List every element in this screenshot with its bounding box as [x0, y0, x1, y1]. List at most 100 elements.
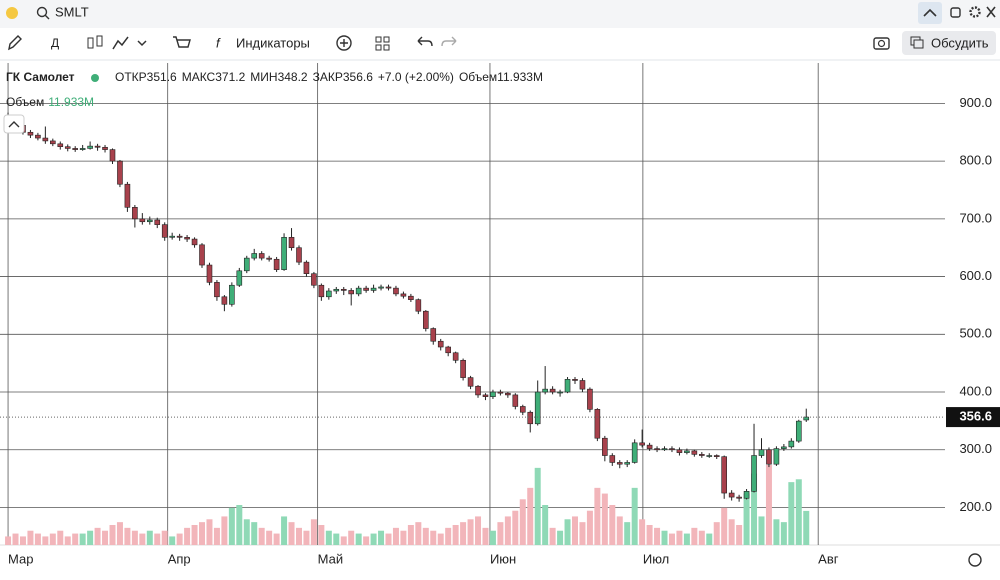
volume-bar [378, 530, 385, 545]
volume-bar [437, 533, 444, 545]
y-tick-label: 200.0 [959, 499, 992, 514]
x-tick-label: Июл [643, 551, 669, 566]
candle-body [57, 143, 64, 148]
candle-body [415, 299, 422, 312]
collapse-icon [923, 8, 937, 17]
candle-body [758, 449, 765, 456]
y-tick-label: 900.0 [959, 95, 992, 110]
volume-label: Объем [459, 70, 497, 84]
volume-bar [273, 533, 280, 545]
line-icon[interactable] [112, 36, 129, 50]
draw-icon[interactable] [8, 35, 22, 51]
close-icon[interactable] [986, 6, 996, 18]
candle-body [139, 218, 146, 223]
collapse-button[interactable] [918, 2, 942, 24]
candle-body [445, 346, 451, 354]
candle-body [161, 224, 168, 238]
candle-body [258, 253, 265, 259]
volume-bar [616, 516, 623, 545]
x-tick-label: Авг [818, 551, 839, 566]
candle-icon[interactable] [87, 37, 94, 49]
add-icon[interactable] [336, 35, 352, 51]
candle-body [318, 284, 325, 298]
indicators-button[interactable]: Индикаторы [236, 35, 310, 50]
dropdown-icon[interactable] [137, 40, 147, 47]
candle-body [400, 293, 407, 297]
candle-body [728, 492, 735, 498]
snapshot-icon[interactable] [873, 37, 890, 50]
y-tick-label: 800.0 [959, 153, 992, 168]
candle-body [490, 391, 496, 397]
redo-icon[interactable] [441, 36, 457, 47]
live-dot [91, 74, 99, 82]
volume-bar [773, 519, 780, 545]
y-tick-label: 700.0 [959, 210, 992, 225]
interval[interactable]: Д [51, 36, 59, 50]
candle-body [35, 134, 41, 139]
candle-body [243, 257, 250, 272]
status-dot [6, 7, 18, 19]
plot: 200.0 300.0 400.0 500.0 600.0 700.0 800.0 900.0… [0, 63, 1000, 566]
candle-body [475, 385, 481, 396]
volume-bar [676, 530, 683, 545]
candle-body [497, 391, 504, 394]
volume-bar [333, 533, 340, 545]
y-tick-label: 400.0 [959, 383, 992, 398]
volume-bar [579, 522, 586, 545]
candle-body [691, 450, 698, 455]
candle-icon [96, 35, 103, 47]
symbol[interactable]: SMLT [55, 4, 89, 19]
volume-bar [72, 533, 79, 545]
discuss-button[interactable] [902, 31, 996, 55]
candle-body [721, 456, 727, 494]
volume-bar [221, 516, 228, 545]
volume-bar [624, 522, 631, 545]
candle-body [795, 420, 802, 442]
chart-title: ГК Самолет [6, 70, 75, 84]
candle-body [624, 462, 631, 465]
volume-bar [5, 536, 12, 545]
candle-body [94, 145, 101, 148]
collapse-legend[interactable] [3, 114, 25, 134]
volume-bar [281, 516, 288, 545]
volume-bar [154, 533, 161, 545]
volume-bar [765, 465, 772, 545]
collapse-legend-icon [8, 121, 20, 128]
candle-body [631, 442, 638, 463]
candle-body [146, 219, 153, 223]
volume-bar [482, 527, 489, 545]
high-label: МАКС [182, 70, 216, 84]
search-icon[interactable] [36, 6, 48, 18]
volume-bar [12, 533, 19, 545]
candle-body [102, 146, 108, 150]
volume-bar [64, 536, 71, 545]
window-icon[interactable] [950, 7, 961, 18]
fx-icon: f [216, 35, 221, 50]
candle-body [311, 273, 317, 286]
volume-bar [549, 527, 556, 545]
candle-body [602, 437, 608, 456]
chart-settings[interactable] [968, 553, 982, 567]
candle-body [736, 496, 742, 499]
settings-icon[interactable] [969, 6, 981, 18]
layout-icon[interactable] [375, 36, 382, 43]
volume-bar [512, 510, 519, 545]
volume-bar [564, 519, 571, 545]
candle-body [713, 455, 720, 457]
candle-body [393, 287, 399, 295]
candle-body [437, 340, 444, 348]
volume-bar [728, 519, 735, 545]
candle-body [423, 310, 429, 329]
candle-body [236, 270, 243, 286]
x-tick-label: Май [318, 551, 343, 566]
low-label: МИН [250, 70, 277, 84]
candle-body [333, 288, 340, 292]
cart-icon[interactable] [173, 36, 191, 48]
volume-bar [370, 533, 377, 545]
candle-body [505, 392, 511, 396]
volume-bar [497, 522, 504, 545]
undo-icon[interactable] [417, 36, 433, 47]
volume-bar [213, 527, 220, 545]
volume-bar [706, 533, 713, 545]
volume-bar [303, 530, 310, 545]
